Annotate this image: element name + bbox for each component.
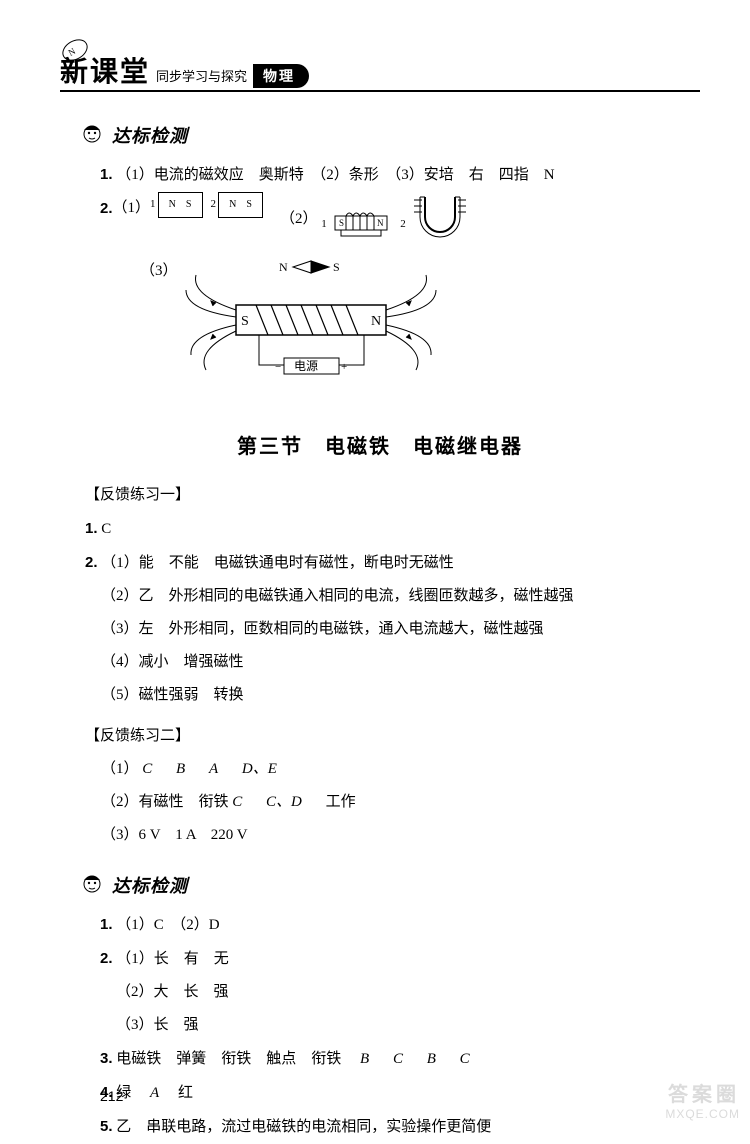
answer-letter: B (360, 1051, 369, 1067)
part-label: （1） (101, 761, 139, 777)
answer-text: （3）左 外形相同，匝数相同的电磁铁，通入电流越大，磁性越强 (101, 621, 544, 637)
answer-text: （3）长 强 (116, 1017, 199, 1033)
page-header: N 新课堂 同步学习与探究 物理 (60, 50, 700, 92)
answer-letter: C (142, 761, 152, 777)
answer-text: 工作 (326, 794, 356, 810)
mascot-icon (80, 124, 108, 146)
q-num: 2. (100, 950, 113, 967)
answer-text: （1）长 有 无 (116, 951, 229, 967)
answer-letter: C (460, 1051, 470, 1067)
svg-text:−: − (275, 361, 281, 373)
answer-letter: A (209, 761, 218, 777)
section-label-dabiao-1: 达标检测 (80, 122, 700, 148)
section-label-text: 达标检测 (112, 122, 188, 148)
solenoid-field-diagram: N S S N 电源 − + (181, 255, 441, 395)
part-label: （3） (140, 263, 178, 279)
part-label: （2） (280, 211, 318, 227)
svg-text:+: + (341, 361, 347, 373)
sup-2: 2 (211, 192, 217, 216)
coil-diagram-1: N S (158, 192, 203, 218)
watermark-top: 答案圈 (665, 1078, 740, 1107)
answer-text: 电磁铁 弹簧 衔铁 触点 衔铁 (116, 1051, 356, 1067)
watermark-bottom: MXQE.COM (665, 1107, 740, 1121)
answer-letter: C (393, 1051, 403, 1067)
answer-text: 乙 串联电路，流过电磁铁的电流相同，实验操作更简便 (116, 1119, 491, 1135)
q-num: 2. (85, 554, 98, 571)
q-num: 1. (85, 520, 98, 537)
sub-2: 2 (400, 218, 406, 230)
block-2-content: 1. （1）C （2）D 2. （1）长 有 无 （2）大 长 强 （3）长 强… (60, 908, 700, 1144)
answer-text: （1）C （2）D (116, 917, 219, 933)
series-subtitle: 同步学习与探究 (156, 66, 247, 85)
q-num: 1. (100, 166, 113, 183)
q2-diagrams-row: 2. （1） 1 N S 2 N S （2） 1 SN 2 (100, 192, 690, 247)
part-label: （1） (113, 192, 151, 225)
part-2-group: （2） 1 SN 2 (280, 192, 470, 247)
svg-text:电源: 电源 (294, 359, 318, 373)
header-stamp-icon: N (60, 35, 90, 65)
subject-badge: 物理 (253, 64, 309, 88)
answer-letter: D、E (242, 761, 277, 777)
mascot-icon (80, 874, 108, 896)
q-num: 2. (100, 192, 113, 225)
solenoid-icon-1: SN (331, 202, 391, 238)
svg-text:N: N (371, 314, 381, 329)
horseshoe-icon (410, 192, 470, 247)
answer-letter: C、D (266, 794, 302, 810)
answer-text: （1）能 不能 电磁铁通电时有磁性，断电时无磁性 (101, 555, 454, 571)
coil-diagram-2: N S (218, 192, 263, 218)
q-num: 5. (100, 1118, 113, 1135)
q-num: 3. (100, 1050, 113, 1067)
answer-letter: B (176, 761, 185, 777)
feedback-1: 【反馈练习一】 1. C 2. （1）能 不能 电磁铁通电时有磁性，断电时无磁性… (60, 479, 700, 852)
svg-text:N: N (377, 218, 384, 228)
answer-text: （2）有磁性 衔铁 (101, 794, 229, 810)
feedback-heading: 【反馈练习一】 (85, 479, 690, 512)
q-num: 1. (100, 916, 113, 933)
answer-text: （2）大 长 强 (116, 984, 229, 1000)
section-label-dabiao-2: 达标检测 (80, 872, 700, 898)
svg-text:S: S (339, 218, 344, 228)
svg-text:S: S (333, 260, 340, 274)
svg-text:S: S (241, 314, 249, 329)
answer-letter: C (232, 794, 242, 810)
section-label-text: 达标检测 (112, 872, 188, 898)
block-1-content: 1. （1）电流的磁效应 奥斯特 （2）条形 （3）安培 右 四指 N 2. （… (60, 158, 700, 395)
section-3-title: 第三节 电磁铁 电磁继电器 (60, 430, 700, 459)
answer-text: （2）乙 外形相同的电磁铁通入相同的电流，线圈匝数越多，磁性越强 (101, 588, 574, 604)
svg-text:N: N (66, 46, 77, 58)
answer-text: （3）6 V 1 A 220 V (101, 827, 248, 843)
sub-1: 1 (321, 218, 327, 230)
q2-part3: （3） N S S N 电源 (140, 255, 690, 395)
answer-text: （5）磁性强弱 转换 (101, 687, 244, 703)
answer-text: （1）电流的磁效应 奥斯特 （2）条形 （3）安培 右 四指 N (116, 167, 554, 183)
answer-text: C (101, 521, 111, 537)
svg-text:N: N (279, 260, 288, 274)
answer-text: 红 (163, 1085, 193, 1101)
feedback-heading: 【反馈练习二】 (85, 720, 690, 753)
sup-1: 1 (150, 192, 156, 216)
page-number: 212 (100, 1088, 123, 1104)
watermark: 答案圈 MXQE.COM (665, 1078, 740, 1121)
answer-letter: A (150, 1085, 159, 1101)
answer-text: （4）减小 增强磁性 (101, 654, 244, 670)
answer-letter: B (427, 1051, 436, 1067)
